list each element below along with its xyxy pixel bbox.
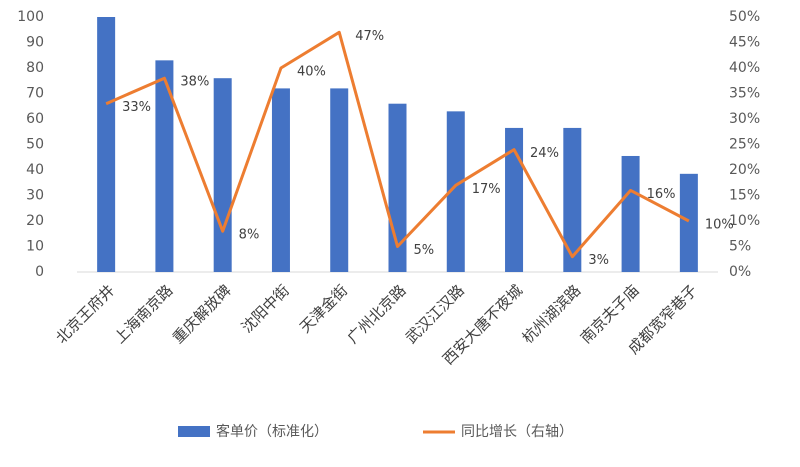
y2-tick-label: 0% <box>729 264 751 280</box>
y2-tick-label: 40% <box>729 60 760 76</box>
y-tick-label: 30 <box>26 188 44 204</box>
data-label: 17% <box>472 182 501 197</box>
data-label: 40% <box>297 65 326 80</box>
legend-swatch <box>178 426 210 437</box>
x-tick-label: 北京王府井 <box>52 281 118 347</box>
y2-tick-label: 10% <box>729 213 760 229</box>
data-label: 16% <box>647 187 676 202</box>
y-tick-label: 80 <box>26 60 44 76</box>
y2-tick-label: 35% <box>729 86 760 102</box>
x-tick-label: 重庆解放碑 <box>169 281 235 347</box>
x-tick-label: 广州北京路 <box>344 281 410 347</box>
data-label: 24% <box>530 146 559 161</box>
y2-tick-label: 45% <box>729 35 760 51</box>
y-tick-label: 100 <box>17 9 44 25</box>
y-tick-label: 20 <box>26 213 44 229</box>
y2-tick-label: 30% <box>729 111 760 127</box>
y-tick-label: 0 <box>35 264 44 280</box>
x-tick-label: 天津金街 <box>296 281 351 336</box>
x-tick-label: 杭州湖滨路 <box>519 281 585 347</box>
bar <box>155 60 174 272</box>
bar <box>271 88 290 273</box>
y2-tick-label: 25% <box>729 137 760 153</box>
y-tick-label: 60 <box>26 111 44 127</box>
y-tick-label: 70 <box>26 86 44 102</box>
bar <box>330 88 349 273</box>
bar <box>621 155 640 272</box>
data-label: 5% <box>414 243 435 258</box>
data-label: 10% <box>705 218 734 233</box>
data-label: 3% <box>588 253 609 268</box>
legend-label: 客单价（标准化） <box>216 423 328 440</box>
data-label: 38% <box>180 75 209 90</box>
bar <box>97 17 116 272</box>
data-label: 33% <box>122 100 151 115</box>
data-label: 47% <box>355 29 384 44</box>
x-tick-label: 上海南京路 <box>111 281 177 347</box>
line <box>105 30 690 259</box>
y-tick-label: 50 <box>26 137 44 153</box>
y-tick-label: 10 <box>26 239 44 255</box>
legend-label: 同比增长（右轴） <box>461 424 573 440</box>
y-tick-label: 90 <box>26 35 44 51</box>
bar <box>563 127 582 272</box>
x-tick-label: 沈阳中街 <box>238 281 293 336</box>
bar <box>679 173 698 272</box>
y-tick-label: 40 <box>26 162 44 178</box>
y2-tick-label: 15% <box>729 188 760 204</box>
bar <box>213 78 232 272</box>
y2-tick-label: 5% <box>729 239 751 255</box>
y2-tick-label: 20% <box>729 162 760 178</box>
bar <box>505 127 524 272</box>
y2-tick-label: 50% <box>729 9 760 25</box>
data-label: 8% <box>239 228 260 243</box>
bar <box>446 111 465 272</box>
